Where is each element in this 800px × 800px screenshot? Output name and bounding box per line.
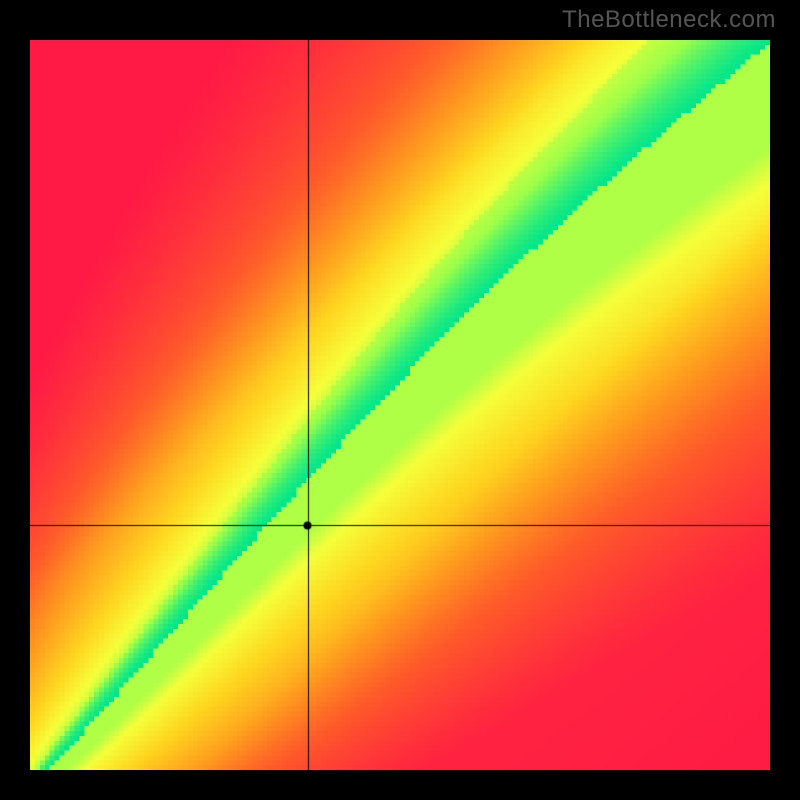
chart-container: TheBottleneck.com bbox=[0, 0, 800, 800]
watermark-text: TheBottleneck.com bbox=[562, 6, 776, 34]
bottleneck-heatmap bbox=[30, 40, 770, 770]
